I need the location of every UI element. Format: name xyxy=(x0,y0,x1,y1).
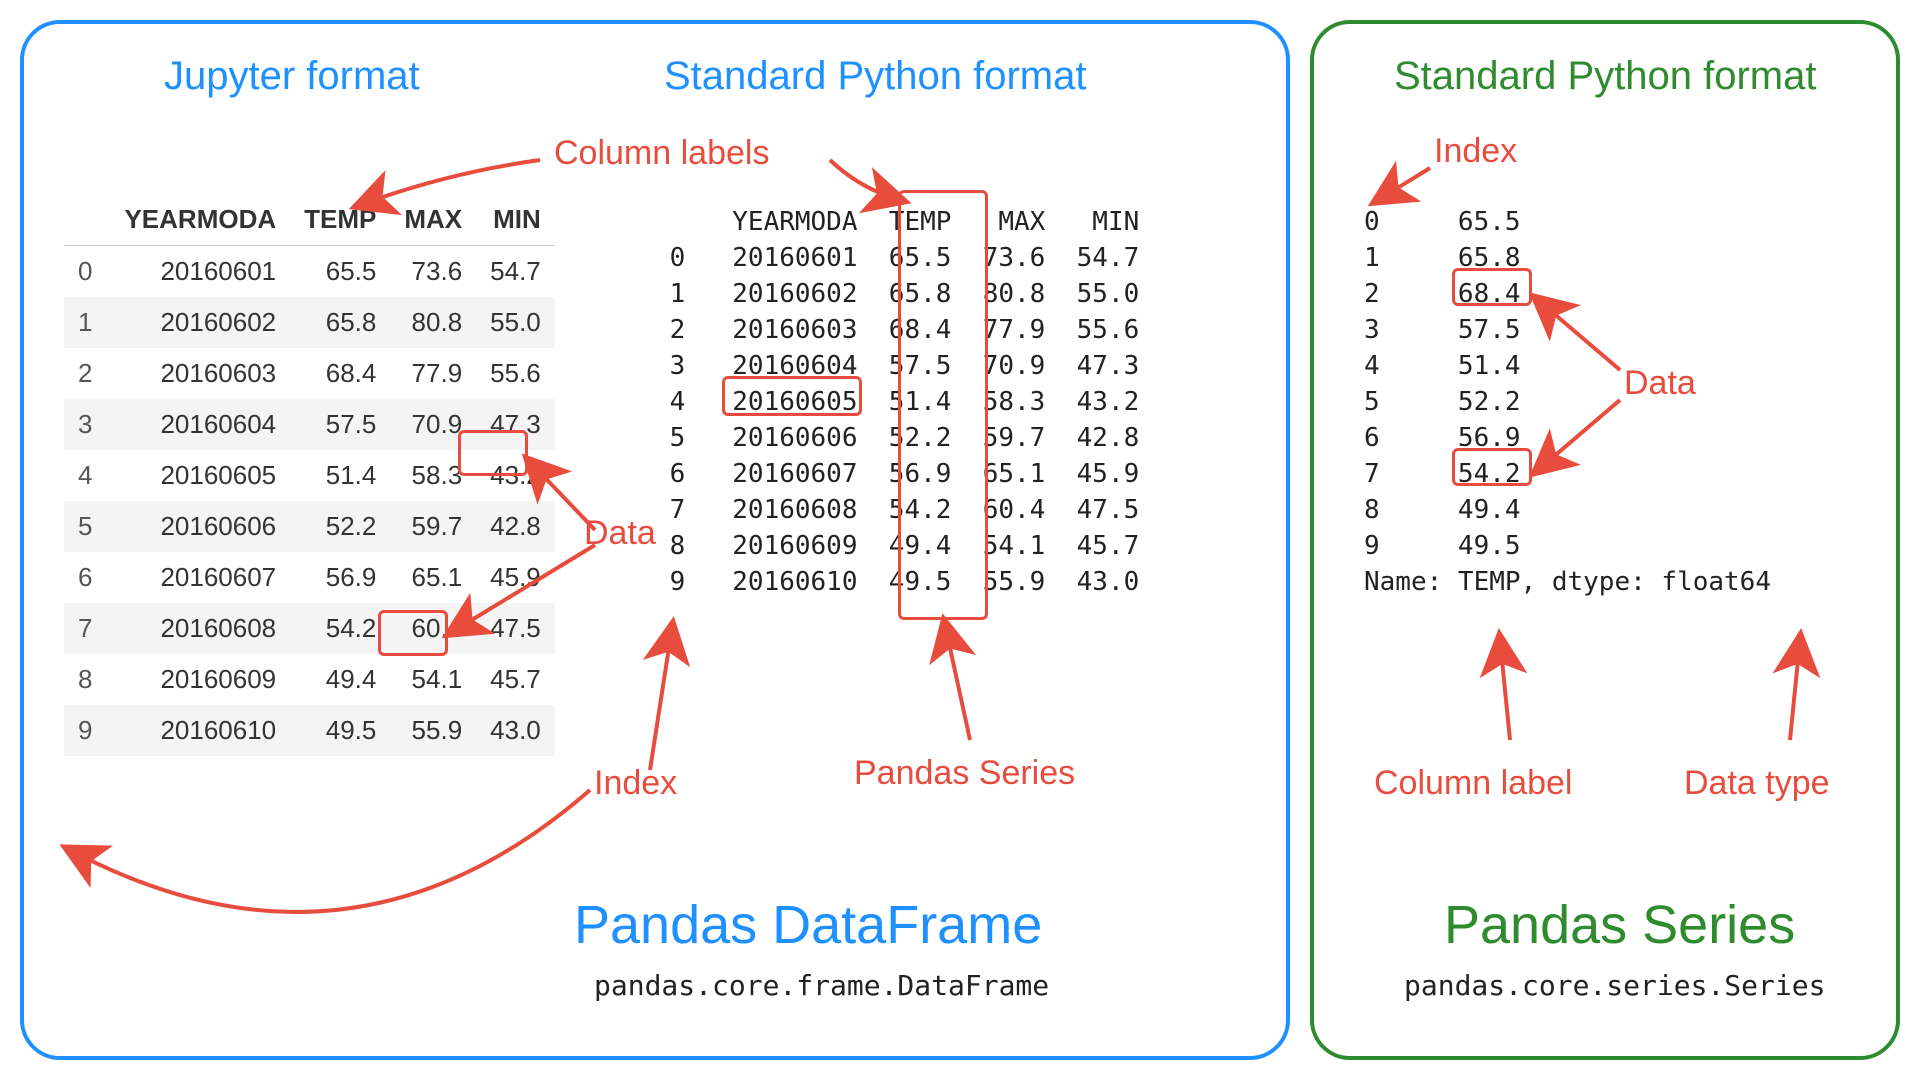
cell: 20160603 xyxy=(110,348,290,399)
stdpy-series-block: 0 65.5 1 65.8 2 68.4 3 57.5 4 51.4 5 52.… xyxy=(1364,204,1771,600)
jupyter-col-temp: TEMP xyxy=(290,194,390,246)
cell: 42.8 xyxy=(476,501,555,552)
cell: 68.4 xyxy=(290,348,390,399)
cell: 20160608 xyxy=(110,603,290,654)
redbox-jupyter-min-47-3 xyxy=(458,430,528,476)
stdpy-format-title-left: Standard Python format xyxy=(664,54,1086,99)
code-path-series: pandas.core.series.Series xyxy=(1404,969,1825,1002)
row-index: 8 xyxy=(64,654,110,705)
stdpy-format-title-right: Standard Python format xyxy=(1394,54,1816,99)
redbox-stdpy-temp-column xyxy=(898,190,988,620)
table-row: 12016060265.880.855.0 xyxy=(64,297,555,348)
cell: 20160604 xyxy=(110,399,290,450)
redbox-jupyter-max-65-1 xyxy=(378,610,448,656)
big-title-dataframe: Pandas DataFrame xyxy=(574,894,1042,956)
row-index: 9 xyxy=(64,705,110,756)
annot-r-data-type: Data type xyxy=(1684,764,1830,803)
cell: 77.9 xyxy=(390,348,476,399)
cell: 20160609 xyxy=(110,654,290,705)
jupyter-format-title: Jupyter format xyxy=(164,54,420,99)
cell: 43.0 xyxy=(476,705,555,756)
cell: 20160601 xyxy=(110,246,290,298)
cell: 45.7 xyxy=(476,654,555,705)
annot-index: Index xyxy=(594,764,677,803)
big-title-series: Pandas Series xyxy=(1444,894,1795,956)
redbox-series-54-2 xyxy=(1452,448,1532,486)
annot-r-column-label: Column label xyxy=(1374,764,1572,803)
table-row: 92016061049.555.943.0 xyxy=(64,705,555,756)
series-panel: Standard Python format 0 65.5 1 65.8 2 6… xyxy=(1310,20,1900,1060)
cell: 49.4 xyxy=(290,654,390,705)
jupyter-col-yearmoda: YEARMODA xyxy=(110,194,290,246)
cell: 49.5 xyxy=(290,705,390,756)
cell: 65.8 xyxy=(290,297,390,348)
annot-r-data: Data xyxy=(1624,364,1696,403)
table-row: 62016060756.965.145.9 xyxy=(64,552,555,603)
dataframe-panel: Jupyter format Standard Python format YE… xyxy=(20,20,1290,1060)
cell: 65.1 xyxy=(390,552,476,603)
jupyter-col-max: MAX xyxy=(390,194,476,246)
cell: 54.7 xyxy=(476,246,555,298)
cell: 80.8 xyxy=(390,297,476,348)
table-row: 72016060854.260.447.5 xyxy=(64,603,555,654)
cell: 59.7 xyxy=(390,501,476,552)
cell: 45.9 xyxy=(476,552,555,603)
row-index: 2 xyxy=(64,348,110,399)
cell: 54.1 xyxy=(390,654,476,705)
row-index: 4 xyxy=(64,450,110,501)
row-index: 0 xyxy=(64,246,110,298)
redbox-series-68-4 xyxy=(1452,268,1532,306)
table-row: 82016060949.454.145.7 xyxy=(64,654,555,705)
annot-r-index: Index xyxy=(1434,132,1517,171)
cell: 65.5 xyxy=(290,246,390,298)
jupyter-col-min: MIN xyxy=(476,194,555,246)
annot-data: Data xyxy=(584,514,656,553)
table-row: 22016060368.477.955.6 xyxy=(64,348,555,399)
cell: 20160605 xyxy=(110,450,290,501)
cell: 55.9 xyxy=(390,705,476,756)
jupyter-idx-header xyxy=(64,194,110,246)
cell: 51.4 xyxy=(290,450,390,501)
row-index: 1 xyxy=(64,297,110,348)
cell: 20160610 xyxy=(110,705,290,756)
table-row: 02016060165.573.654.7 xyxy=(64,246,555,298)
cell: 55.6 xyxy=(476,348,555,399)
row-index: 3 xyxy=(64,399,110,450)
cell: 47.5 xyxy=(476,603,555,654)
annot-column-labels: Column labels xyxy=(554,134,769,173)
cell: 55.0 xyxy=(476,297,555,348)
cell: 20160606 xyxy=(110,501,290,552)
annot-pandas-series: Pandas Series xyxy=(854,754,1075,793)
cell: 57.5 xyxy=(290,399,390,450)
row-index: 6 xyxy=(64,552,110,603)
cell: 52.2 xyxy=(290,501,390,552)
redbox-stdpy-yearmoda-20160605 xyxy=(722,376,862,416)
cell: 54.2 xyxy=(290,603,390,654)
cell: 56.9 xyxy=(290,552,390,603)
cell: 20160602 xyxy=(110,297,290,348)
row-index: 7 xyxy=(64,603,110,654)
cell: 20160607 xyxy=(110,552,290,603)
table-row: 52016060652.259.742.8 xyxy=(64,501,555,552)
cell: 73.6 xyxy=(390,246,476,298)
code-path-dataframe: pandas.core.frame.DataFrame xyxy=(594,969,1049,1002)
row-index: 5 xyxy=(64,501,110,552)
